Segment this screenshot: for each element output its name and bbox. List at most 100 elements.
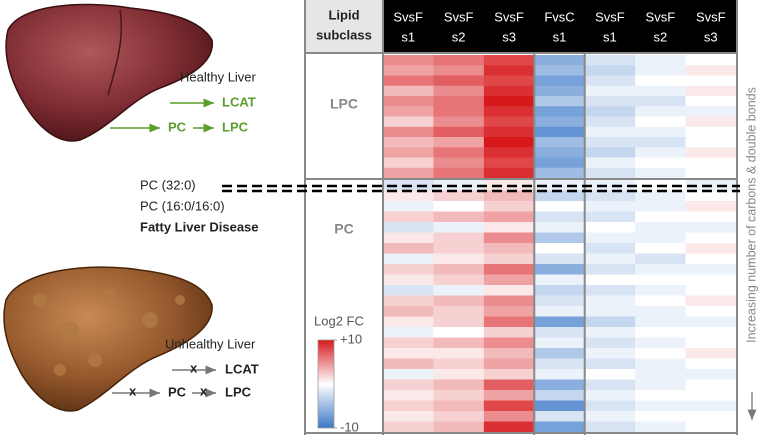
- heatmap-cell: [635, 65, 686, 76]
- heatmap-cell: [635, 421, 686, 433]
- heatmap-cell: [635, 390, 686, 401]
- lipid-label: PC (16:0/16:0): [140, 198, 225, 213]
- heatmap-cell: [433, 147, 485, 158]
- heatmap-cell: [383, 348, 434, 359]
- heatmap-cell: [635, 157, 686, 169]
- column-label: FvsC: [544, 9, 574, 24]
- heatmap-cell: [685, 421, 737, 433]
- heatmap-cell: [433, 390, 485, 401]
- heatmap-cell: [433, 106, 485, 117]
- heatmap-cell: [433, 337, 485, 349]
- enzyme: LCAT: [222, 94, 256, 109]
- heatmap-cell: [383, 157, 434, 169]
- group-label: LPC: [330, 96, 358, 112]
- heatmap-cell: [483, 306, 535, 317]
- heatmap-cell: [584, 369, 636, 380]
- heatmap-cell: [483, 147, 535, 158]
- heatmap-cell: [483, 126, 535, 138]
- column-label: s1: [401, 29, 415, 44]
- heatmap-cell: [635, 243, 686, 254]
- heatmap-cell: [584, 85, 636, 97]
- product: LPC: [225, 384, 252, 399]
- heatmap-cell: [584, 96, 636, 107]
- heatmap-cell: [383, 337, 434, 349]
- heatmap-cell: [433, 316, 485, 328]
- heatmap-cell: [483, 295, 535, 307]
- heatmap-cell: [584, 147, 636, 158]
- heatmap-cell: [483, 390, 535, 401]
- heatmap-cell: [685, 157, 737, 169]
- heatmap-cell: [433, 358, 485, 370]
- heatmap-cell: [483, 358, 535, 370]
- unhealthy-liver: [3, 266, 213, 412]
- heatmap-cell: [685, 390, 737, 401]
- heatmap-cell: [584, 285, 636, 296]
- heatmap-cell: [635, 116, 686, 128]
- heatmap-cell: [534, 400, 586, 412]
- heatmap-cell: [383, 211, 434, 223]
- block-mark: x: [190, 360, 198, 375]
- heatmap-cell: [383, 327, 434, 338]
- heatmap-cell: [685, 201, 737, 212]
- heatmap-cell: [483, 327, 535, 338]
- heatmap-cell: [685, 147, 737, 158]
- product: LPC: [222, 119, 249, 134]
- heatmap-cell: [433, 232, 485, 244]
- heatmap-cell: [433, 85, 485, 97]
- heatmap-cell: [433, 201, 485, 212]
- heatmap-cell: [534, 369, 586, 380]
- heatmap-cell: [534, 106, 586, 117]
- heatmap-cell: [383, 85, 434, 97]
- heatmap-cell: [433, 274, 485, 286]
- heatmap-cell: [635, 190, 686, 202]
- heatmap-cell: [483, 137, 535, 148]
- heatmap-cell: [635, 222, 686, 233]
- heatmap-cell: [584, 180, 636, 191]
- heatmap-cell: [635, 369, 686, 380]
- heatmap-cell: [685, 285, 737, 296]
- heatmap-cell: [433, 243, 485, 254]
- heatmap-cell: [584, 421, 636, 433]
- heatmap-cell: [685, 167, 737, 179]
- heatmap-cell: [635, 316, 686, 328]
- heatmap-cell: [433, 190, 485, 202]
- heatmap-cell: [433, 55, 485, 66]
- heatmap-cell: [383, 126, 434, 138]
- group-label: PC: [334, 221, 353, 237]
- colorbar-tick-label: +10: [340, 331, 362, 346]
- heatmap-cell: [483, 411, 535, 422]
- heatmap-cell: [433, 295, 485, 307]
- heatmap-cell: [534, 253, 586, 265]
- heatmap-cell: [383, 390, 434, 401]
- heatmap-cell: [635, 55, 686, 66]
- heatmap-cell: [685, 126, 737, 138]
- heatmap-cell: [383, 306, 434, 317]
- column-label: SvsF: [595, 9, 625, 24]
- heatmap-cell: [483, 285, 535, 296]
- heatmap-cell: [534, 116, 586, 128]
- heatmap-cell: [433, 222, 485, 233]
- heatmap-cell: [584, 106, 636, 117]
- column-label: s1: [553, 29, 567, 44]
- heatmap-cell: [584, 411, 636, 422]
- heatmap-cell: [584, 222, 636, 233]
- heatmap-cell: [383, 75, 434, 87]
- heatmap-cell: [534, 65, 586, 76]
- enzyme: LCAT: [225, 361, 259, 376]
- heatmap-cell: [383, 167, 434, 179]
- heatmap-cell: [433, 211, 485, 223]
- heatmap-cell: [635, 253, 686, 265]
- heatmap-cell: [534, 358, 586, 370]
- heatmap-cell: [584, 211, 636, 223]
- heatmap-cell: [685, 75, 737, 87]
- heatmap-cell: [534, 264, 586, 275]
- heatmap-cell: [685, 65, 737, 76]
- column-label: s3: [502, 29, 516, 44]
- heatmap-cell: [685, 348, 737, 359]
- disease-label: Fatty Liver Disease: [140, 219, 259, 234]
- heatmap-cell: [483, 167, 535, 179]
- heatmap-cell: [534, 337, 586, 349]
- heatmap-cell: [685, 379, 737, 391]
- y-axis-label: Increasing number of carbons & double bo…: [744, 87, 758, 343]
